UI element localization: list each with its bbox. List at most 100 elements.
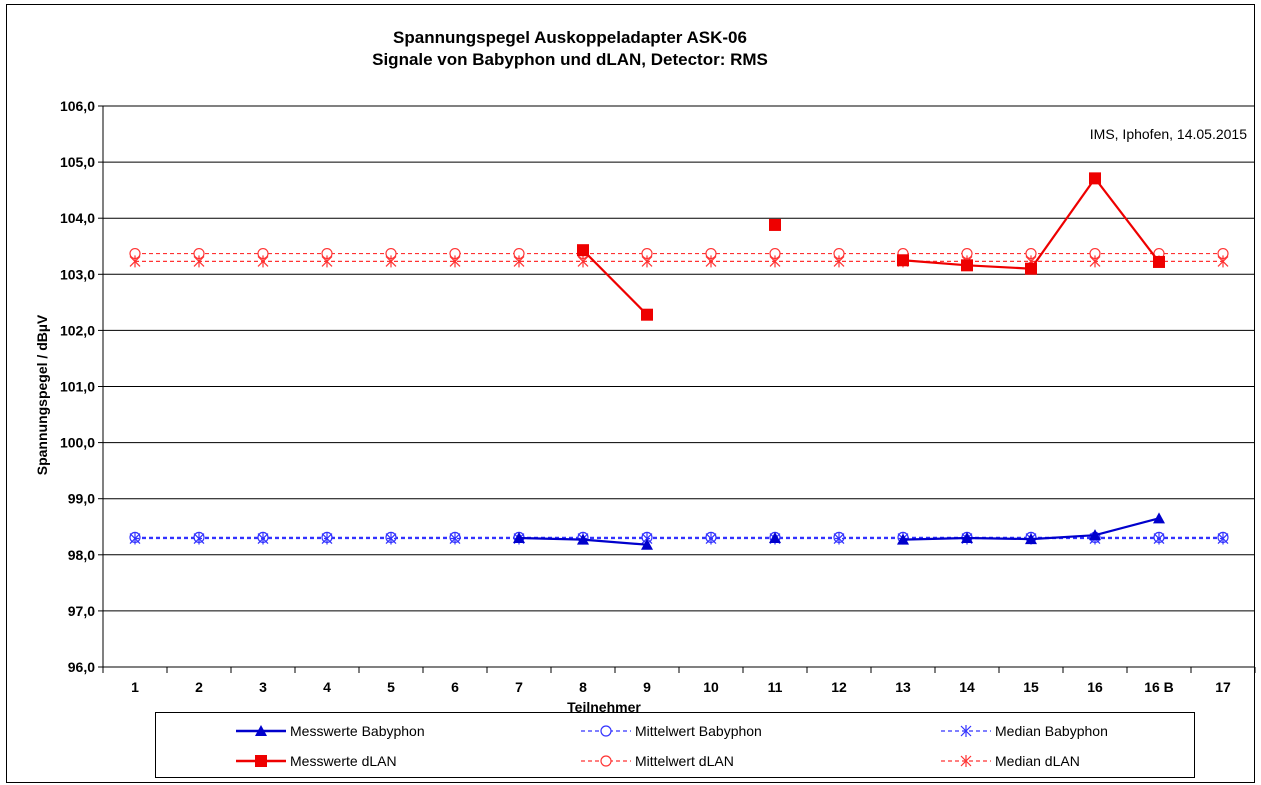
legend-item: Messwerte dLAN <box>236 751 397 771</box>
data-point <box>705 255 717 268</box>
legend-item: Median Babyphon <box>941 721 1108 741</box>
legend-label: Messwerte Babyphon <box>290 723 425 739</box>
data-point <box>833 255 845 268</box>
data-point <box>385 532 397 545</box>
series-median-dlan <box>129 255 1229 268</box>
legend-item: Mittelwert Babyphon <box>581 721 762 741</box>
legend-item: Mittelwert dLAN <box>581 751 734 771</box>
y-tick-label: 96,0 <box>68 659 95 675</box>
x-tick-label: 8 <box>579 679 587 695</box>
y-tick-label: 97,0 <box>68 603 95 619</box>
x-tick-label: 6 <box>451 679 459 695</box>
data-point <box>705 532 717 545</box>
x-tick-label: 15 <box>1023 679 1039 695</box>
x-tick-label: 17 <box>1215 679 1231 695</box>
data-point <box>961 259 973 272</box>
chart-frame <box>6 4 1255 783</box>
x-tick-label: 16 B <box>1144 679 1174 695</box>
data-point <box>129 532 141 545</box>
x-tick-label: 13 <box>895 679 911 695</box>
x-tick-label: 1 <box>131 679 139 695</box>
series-messwerte-dlan <box>577 172 1165 321</box>
chart-annotation: IMS, Iphofen, 14.05.2015 <box>1089 126 1247 142</box>
data-point <box>1217 532 1229 545</box>
data-point <box>641 538 653 550</box>
x-axis-label: Teilnehmer <box>567 699 641 715</box>
x-tick-label: 2 <box>195 679 203 695</box>
chart-title-line2: Signale von Babyphon und dLAN, Detector:… <box>372 50 768 69</box>
legend-swatch <box>581 755 631 767</box>
y-tick-label: 103,0 <box>60 266 95 282</box>
series-messwerte-babyphon <box>513 512 1165 550</box>
data-point <box>193 255 205 268</box>
y-tick-label: 101,0 <box>60 379 95 395</box>
legend-label: Median dLAN <box>995 753 1080 769</box>
x-tick-label: 12 <box>831 679 847 695</box>
data-point <box>321 255 333 268</box>
data-point <box>193 532 205 545</box>
chart-title-line1: Spannungspegel Auskoppeladapter ASK-06 <box>393 28 747 47</box>
x-tick-label: 16 <box>1087 679 1103 695</box>
data-point <box>769 531 781 543</box>
series-line <box>582 249 648 316</box>
legend-label: Mittelwert dLAN <box>635 753 734 769</box>
legend-swatch-marker <box>255 725 267 736</box>
legend-swatch-marker <box>960 725 972 737</box>
y-tick-label: 104,0 <box>60 210 95 226</box>
data-point <box>513 531 525 543</box>
data-point <box>385 255 397 268</box>
x-tick-label: 9 <box>643 679 651 695</box>
x-tick-label: 10 <box>703 679 719 695</box>
series-median-babyphon <box>129 532 1229 545</box>
legend-label: Messwerte dLAN <box>290 753 397 769</box>
x-tick-label: 3 <box>259 679 267 695</box>
legend-swatch <box>236 725 286 736</box>
legend-swatch-marker <box>255 755 267 767</box>
data-point <box>449 255 461 268</box>
data-point <box>1025 533 1037 545</box>
data-point <box>897 533 909 545</box>
data-point <box>577 244 589 257</box>
y-tick-label: 106,0 <box>60 98 95 114</box>
legend-item: Median dLAN <box>941 751 1080 771</box>
data-point <box>257 255 269 268</box>
data-point <box>1153 512 1165 524</box>
data-point <box>577 533 589 545</box>
legend-label: Mittelwert Babyphon <box>635 723 762 739</box>
data-point <box>1089 529 1101 541</box>
data-point <box>257 532 269 545</box>
legend-swatch-marker <box>600 755 612 767</box>
data-point <box>769 218 781 231</box>
legend-swatch <box>941 725 991 737</box>
y-tick-label: 98,0 <box>68 547 95 563</box>
y-tick-label: 105,0 <box>60 154 95 170</box>
data-point <box>1153 255 1165 268</box>
y-tick-label: 102,0 <box>60 322 95 338</box>
data-point <box>1089 255 1101 268</box>
data-point <box>449 532 461 545</box>
data-point <box>641 255 653 268</box>
legend-swatch <box>941 755 991 767</box>
data-point <box>1217 255 1229 268</box>
y-tick-label: 100,0 <box>60 435 95 451</box>
series-mittelwert-dlan <box>129 247 1229 260</box>
data-point <box>897 254 909 267</box>
y-tick-label: 99,0 <box>68 491 95 507</box>
x-tick-label: 11 <box>768 679 783 695</box>
x-tick-label: 4 <box>323 679 331 695</box>
legend-swatch <box>581 725 631 737</box>
x-tick-label: 14 <box>959 679 975 695</box>
legend-swatch <box>236 755 286 767</box>
data-point <box>321 532 333 545</box>
legend-swatch-marker <box>960 755 972 767</box>
data-point <box>833 532 845 545</box>
data-point <box>769 255 781 268</box>
data-point <box>641 308 653 321</box>
legend: Messwerte Babyphon Mittelwert Babyphon Med… <box>155 712 1195 778</box>
data-point <box>1153 532 1165 545</box>
data-point <box>513 255 525 268</box>
data-point <box>129 255 141 268</box>
data-point <box>1025 262 1037 275</box>
legend-swatch-marker <box>600 725 612 737</box>
